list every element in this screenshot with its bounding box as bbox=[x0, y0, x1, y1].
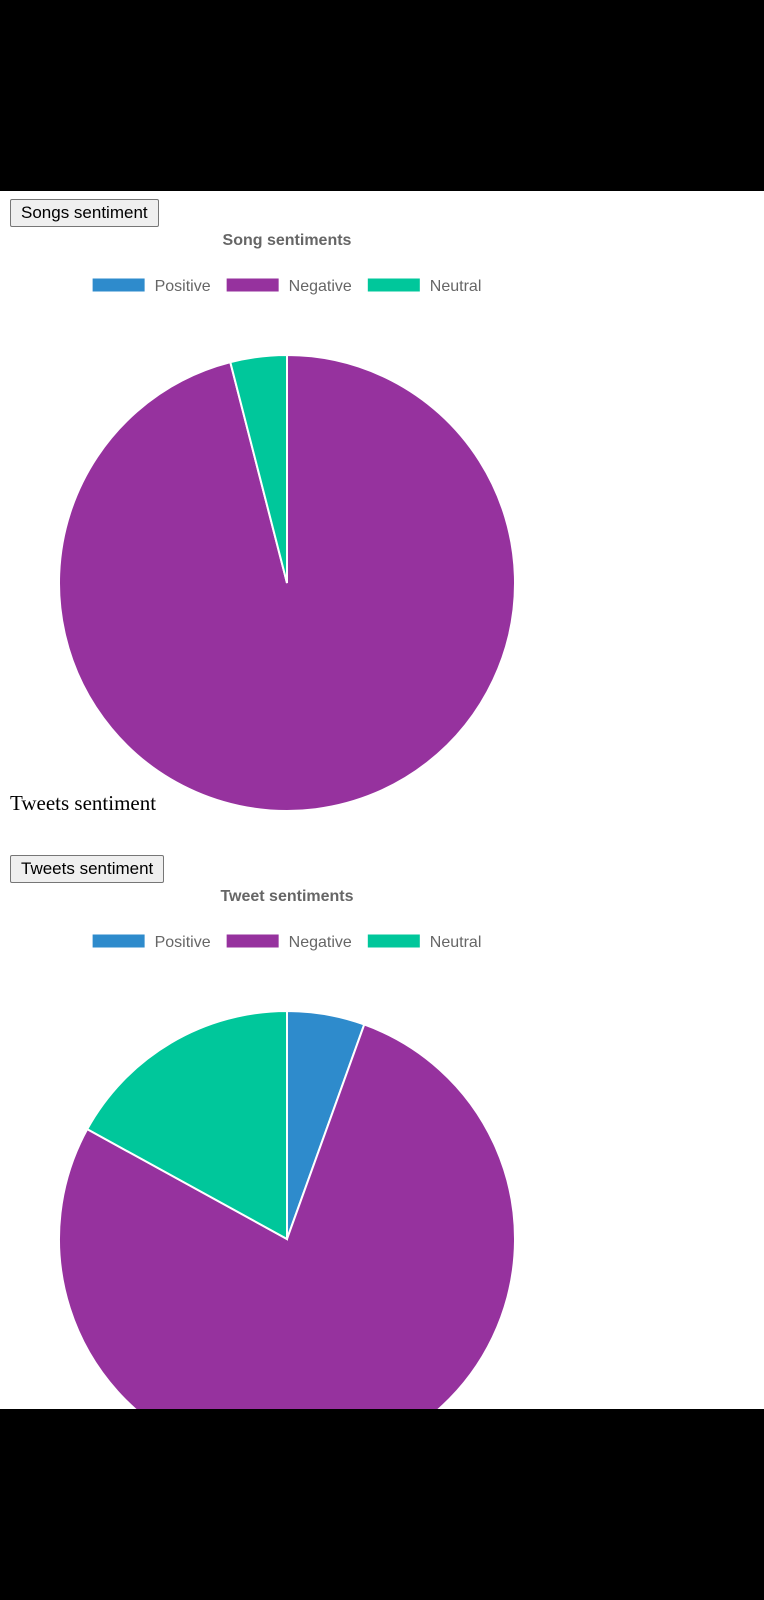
legend-label: Negative bbox=[289, 278, 352, 295]
legend-label: Positive bbox=[155, 934, 211, 951]
legend-swatch bbox=[367, 278, 420, 292]
song-sentiments-pie-chart: Song sentiments Positive Negative Neutral bbox=[58, 232, 516, 812]
legend-item-neutral[interactable]: Neutral bbox=[367, 934, 482, 951]
legend-label: Positive bbox=[155, 278, 211, 295]
legend-swatch bbox=[226, 278, 279, 292]
legend-item-negative[interactable]: Negative bbox=[226, 278, 352, 295]
legend-swatch bbox=[226, 934, 279, 948]
legend-swatch bbox=[92, 934, 145, 948]
songs-sentiment-button[interactable]: Songs sentiment bbox=[10, 199, 159, 227]
legend-item-neutral[interactable]: Neutral bbox=[367, 278, 482, 295]
page-content: Songs sentiment Song sentiments Positive N… bbox=[0, 191, 764, 1409]
chart-title: Song sentiments bbox=[223, 232, 352, 249]
tweets-sentiment-button[interactable]: Tweets sentiment bbox=[10, 855, 165, 883]
legend-label: Neutral bbox=[430, 934, 482, 951]
pie-slice-neutral[interactable] bbox=[85, 1009, 288, 1241]
legend-swatch bbox=[92, 278, 145, 292]
legend-item-negative[interactable]: Negative bbox=[226, 934, 352, 951]
legend-item-positive[interactable]: Positive bbox=[92, 934, 211, 951]
tweets-section-heading: Tweets sentiment bbox=[10, 791, 157, 815]
legend-item-positive[interactable]: Positive bbox=[92, 278, 211, 295]
pie-slice-neutral[interactable] bbox=[229, 353, 288, 584]
chart-title: Tweet sentiments bbox=[220, 888, 353, 905]
legend-swatch bbox=[367, 934, 420, 948]
legend-label: Negative bbox=[289, 934, 352, 951]
legend-label: Neutral bbox=[430, 278, 482, 295]
tweet-sentiments-pie-chart: Tweet sentiments Positive Negative Neutral bbox=[58, 888, 516, 1409]
pie-slice-negative[interactable] bbox=[58, 1023, 516, 1409]
